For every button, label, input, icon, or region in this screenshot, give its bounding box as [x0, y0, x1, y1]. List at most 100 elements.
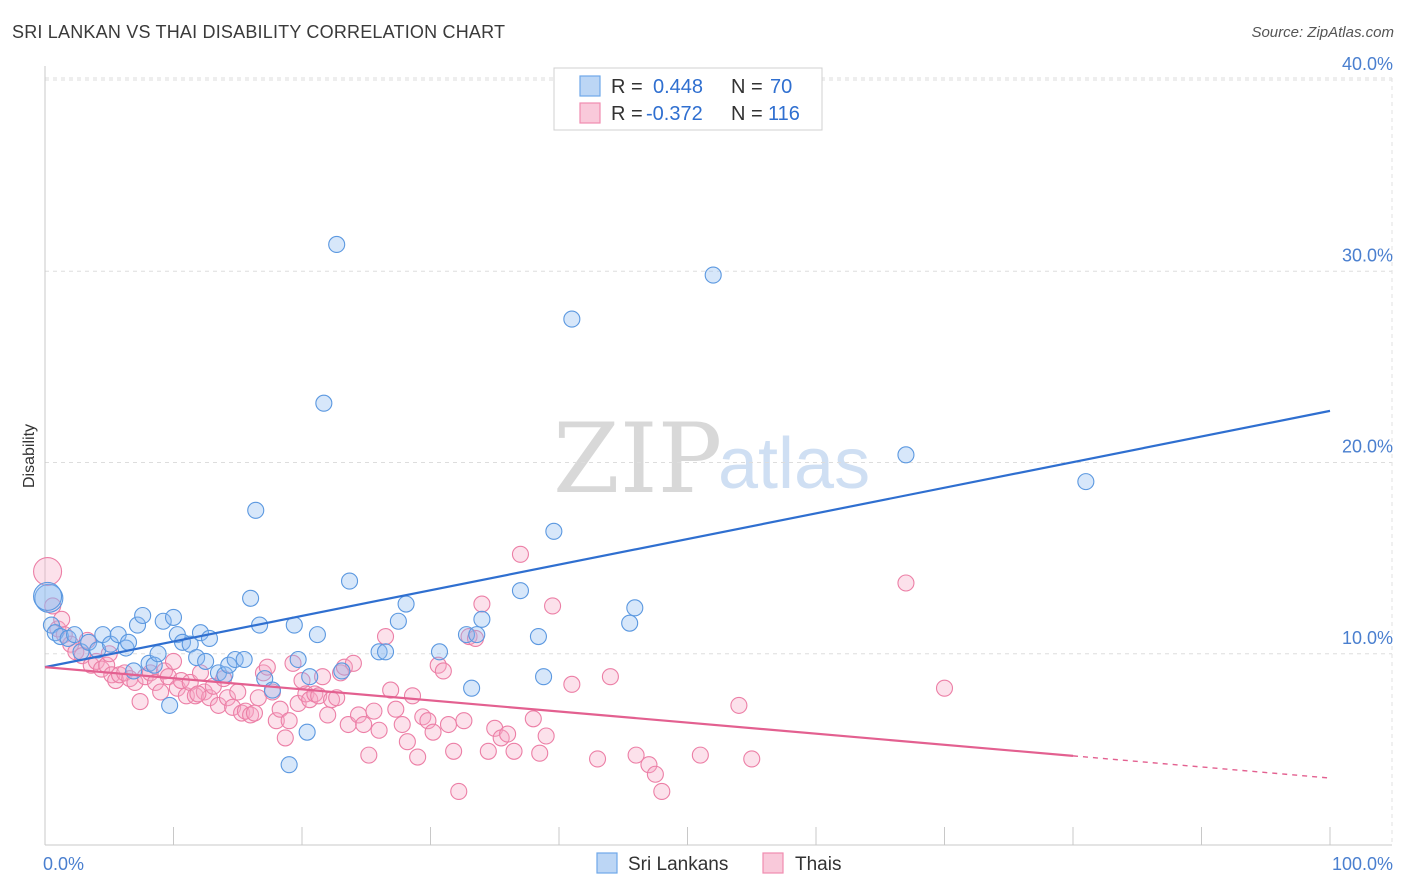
- grid: [45, 77, 1392, 655]
- thai-point-51: [280, 712, 298, 730]
- watermark-atlas: atlas: [718, 424, 870, 504]
- tick-labels: 10.0% 20.0% 30.0% 40.0% 0.0% 100.0%: [43, 54, 1393, 874]
- thai-point-68: [355, 715, 373, 734]
- series-swatch-thais: [762, 852, 784, 874]
- thai-point-71: [370, 721, 388, 739]
- sri-lankan-point-69: [33, 581, 63, 611]
- y-axis-label: Disability: [21, 424, 38, 488]
- thai-point-99: [537, 727, 555, 745]
- thai-point-112: [935, 679, 954, 697]
- sri-lankan-point-68: [1077, 473, 1095, 491]
- series-swatch-sri-lankans: [596, 852, 618, 874]
- thai-point-111: [897, 574, 915, 592]
- sri-lankan-point-57: [468, 626, 486, 644]
- sri-lankan-point-66: [704, 266, 722, 284]
- thai-point-105: [640, 756, 658, 774]
- sri-lankan-point-65: [626, 599, 644, 617]
- thai-point-39: [229, 683, 247, 701]
- sri-lankan-point-44: [301, 668, 319, 686]
- sri-lankan-point-47: [328, 235, 346, 254]
- thai-point-103: [601, 668, 619, 686]
- thai-point-22: [152, 683, 170, 701]
- sri-lankan-point-43: [298, 723, 316, 741]
- thai-trend-line: [44, 666, 1074, 757]
- sri-lankan-trend-line: [44, 409, 1331, 669]
- sri-lankan-point-62: [545, 522, 563, 540]
- axes: [44, 66, 1393, 846]
- thai-point-85: [445, 742, 463, 760]
- sri-lankan-point-20: [154, 612, 172, 630]
- sri-lankan-point-32: [220, 656, 238, 674]
- x-tick-label-max: 100.0%: [1332, 854, 1393, 874]
- thai-point-59: [314, 668, 332, 686]
- source-credit: Source: ZipAtlas.com: [1251, 24, 1394, 41]
- y-tick-label-30: 30.0%: [1342, 245, 1393, 265]
- sri-lankan-point-33: [226, 650, 244, 669]
- thai-point-74: [387, 700, 405, 718]
- thai-point-115: [189, 685, 207, 703]
- sri-lankan-point-13: [119, 633, 138, 651]
- y-tick-label-40: 40.0%: [1342, 54, 1393, 74]
- thai-point-49: [271, 700, 289, 718]
- sri-lankan-point-55: [457, 626, 476, 644]
- sri-lankan-point-28: [197, 652, 215, 670]
- thai-point-84: [439, 715, 458, 734]
- thai-point-75: [393, 715, 411, 734]
- sri-lankan-point-61: [535, 668, 553, 686]
- thai-point-86: [450, 782, 468, 801]
- thai-point-91: [479, 742, 497, 760]
- thai-point-25: [164, 652, 183, 670]
- thai-point-30: [186, 687, 204, 705]
- thai-trend-extension: [1072, 755, 1331, 779]
- thai-point-101: [563, 675, 581, 693]
- legend-swatch-thais: [579, 102, 601, 124]
- sri-lankan-point-0: [34, 583, 64, 613]
- sri-lankan-point-40: [280, 756, 298, 774]
- thai-point-104: [627, 746, 645, 764]
- sri-lankan-point-60: [529, 627, 547, 646]
- sri-lankan-point-21: [161, 696, 179, 714]
- sri-lankan-point-48: [333, 662, 351, 680]
- thai-point-109: [730, 696, 748, 714]
- thai-point-77: [403, 687, 422, 705]
- sri-lankan-point-64: [621, 614, 639, 632]
- thai-point-70: [365, 702, 383, 720]
- sri-lankan-point-59: [511, 582, 530, 600]
- sri-lankan-point-63: [563, 310, 581, 328]
- sri-lankan-point-1: [42, 616, 60, 634]
- thai-point-60: [319, 706, 337, 724]
- series-label-thais: Thais: [795, 854, 841, 875]
- watermark-zip: ZIP: [553, 403, 722, 515]
- thai-point-43: [245, 704, 264, 722]
- y-tick-label-10: 10.0%: [1342, 628, 1393, 648]
- sri-lankan-point-5: [66, 626, 84, 644]
- thai-point-69: [360, 746, 378, 764]
- thai-point-72: [376, 627, 395, 646]
- series-legend: Sri Lankans Thais: [596, 852, 841, 875]
- sri-lankan-point-16: [134, 606, 152, 625]
- thai-point-97: [524, 710, 542, 728]
- sri-lankan-point-19: [149, 645, 167, 663]
- sri-lankan-point-49: [340, 572, 359, 590]
- sri-lankan-point-34: [235, 650, 253, 669]
- thai-point-76: [398, 733, 416, 751]
- sri-lankan-point-42: [289, 650, 307, 669]
- thai-point-100: [544, 597, 562, 615]
- sri-lankan-point-53: [397, 595, 415, 613]
- legend-n-label-0: N =: [731, 76, 763, 98]
- sri-lankan-point-50: [370, 643, 388, 661]
- trend-lines: [44, 409, 1331, 779]
- legend-r-label-0: R =: [611, 76, 643, 98]
- thai-point-78: [409, 748, 427, 766]
- thai-point-96: [511, 545, 530, 563]
- sri-lankan-point-35: [242, 589, 260, 607]
- thai-point-110: [743, 750, 761, 768]
- sri-lankan-point-56: [463, 679, 481, 697]
- thai-point-90: [473, 595, 491, 613]
- sri-lankan-point-45: [308, 626, 326, 644]
- thai-point-94: [499, 725, 517, 743]
- legend-n-value-0: 70: [770, 76, 792, 98]
- legend-swatch-sri-lankans: [579, 75, 601, 97]
- thai-point-102: [588, 750, 607, 768]
- thai-point-37: [218, 689, 237, 707]
